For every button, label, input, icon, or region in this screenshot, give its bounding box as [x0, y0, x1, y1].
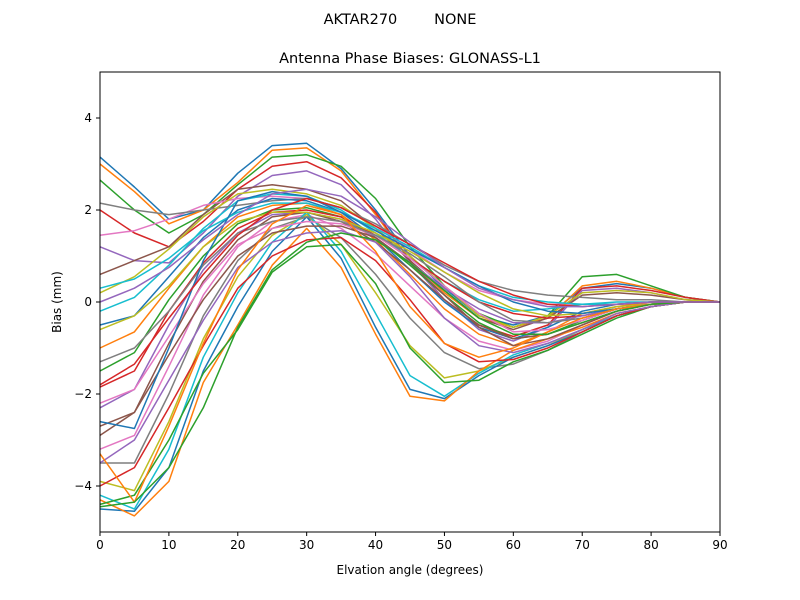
series-layer [99, 142, 721, 517]
x-tick-label: 90 [712, 538, 727, 552]
series-line-1 [99, 142, 721, 326]
x-tick-label: 40 [368, 538, 383, 552]
x-tick-label: 20 [230, 538, 245, 552]
series-line-9 [99, 188, 721, 329]
x-axis: 0 10 20 30 40 50 60 70 80 90 [96, 532, 728, 552]
series-line-35 [99, 188, 720, 308]
x-tick-label: 10 [161, 538, 176, 552]
series-line-23 [99, 243, 720, 506]
y-tick-label: −2 [74, 387, 92, 401]
series-line-25 [99, 229, 720, 464]
y-tick-label: −4 [74, 479, 92, 493]
x-tick-label: 30 [299, 538, 314, 552]
x-axis-label: Elvation angle (degrees) [337, 563, 484, 577]
y-tick-label: 4 [84, 111, 92, 125]
y-tick-label: 2 [84, 203, 92, 217]
x-tick-label: 50 [437, 538, 452, 552]
x-tick-label: 60 [506, 538, 521, 552]
x-tick-label: 0 [96, 538, 104, 552]
series-line-29 [99, 211, 720, 331]
series-line-6 [99, 183, 721, 331]
y-tick-label: 0 [84, 295, 92, 309]
y-axis-label: Bias (mm) [50, 271, 64, 333]
series-line-33 [99, 232, 720, 508]
chart-title: Antenna Phase Biases: GLONASS-L1 [279, 51, 541, 67]
x-tick-label: 80 [643, 538, 658, 552]
series-line-24 [99, 236, 720, 487]
series-line-22 [99, 227, 720, 517]
x-tick-label: 70 [575, 538, 590, 552]
series-line-32 [99, 204, 720, 503]
figure-suptitle: AKTAR270 NONE [324, 12, 477, 28]
y-axis: −4 −2 0 2 4 [74, 111, 100, 493]
